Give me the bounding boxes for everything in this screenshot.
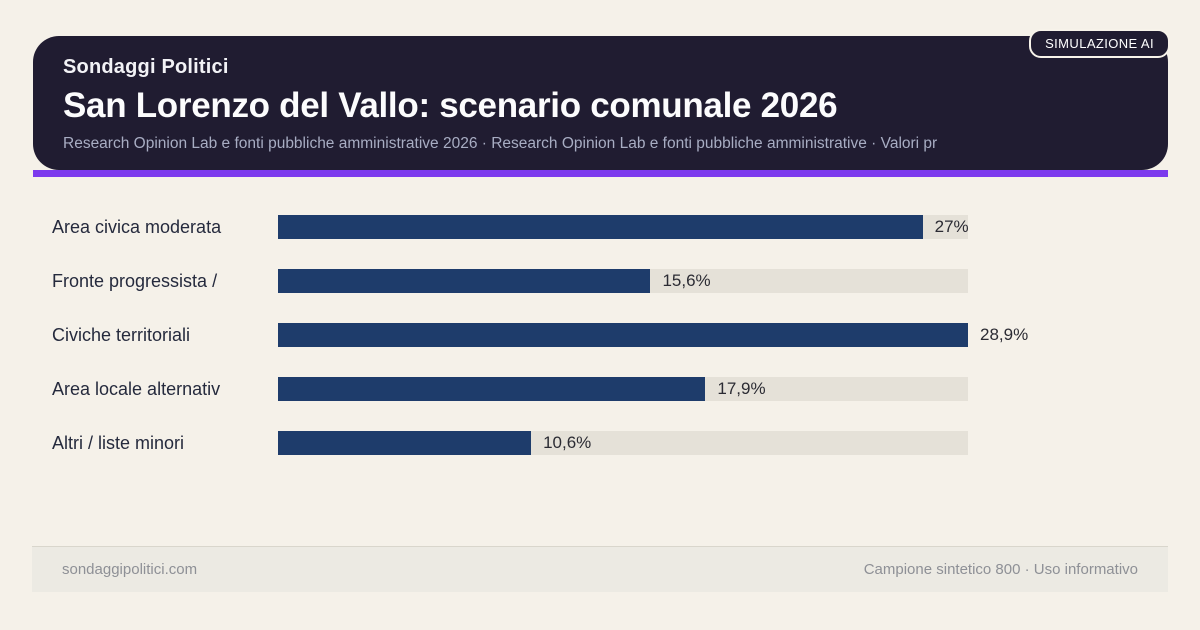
- category-label: Fronte progressista /: [52, 271, 218, 291]
- value-label: 17,9%: [717, 379, 766, 398]
- chart-row: Area locale alternativ 17,9%: [52, 377, 1162, 401]
- chart-row: Altri / liste minori 10,6%: [52, 431, 1162, 455]
- bar-track: [278, 269, 968, 293]
- simulation-badge: SIMULAZIONE AI: [1029, 29, 1170, 58]
- value-label: 27%: [934, 217, 969, 236]
- page-subtitle: Research Opinion Lab e fonti pubbliche a…: [63, 135, 938, 152]
- chart-row: Fronte progressista / 15,6%: [52, 269, 1162, 293]
- footer-site: sondaggipolitici.com: [62, 561, 198, 578]
- bar: [278, 215, 923, 239]
- value-label: 15,6%: [662, 271, 711, 290]
- bar-track: [278, 431, 968, 455]
- bar-track: [278, 215, 968, 239]
- bar-track: [278, 377, 968, 401]
- brand-kicker: Sondaggi Politici: [63, 56, 229, 78]
- footer: sondaggipolitici.com Campione sintetico …: [32, 546, 1168, 592]
- bar: [278, 323, 968, 347]
- footer-note: Campione sintetico 800 · Uso informativo: [863, 561, 1138, 578]
- bar: [278, 431, 532, 455]
- chart-row: Civiche territoriali 28,9%: [52, 323, 1162, 347]
- category-label: Area locale alternativ: [52, 379, 221, 399]
- bar: [278, 269, 651, 293]
- header-card: Sondaggi Politici San Lorenzo del Vallo:…: [33, 36, 1168, 170]
- category-label: Civiche territoriali: [52, 325, 191, 345]
- bar-chart: Area civica moderata 27% Fronte progressis…: [52, 215, 1162, 485]
- chart-rows: Area civica moderata 27% Fronte progressis…: [52, 215, 1162, 455]
- bar: [278, 377, 706, 401]
- bar-track: [278, 323, 968, 347]
- category-label: Area civica moderata: [52, 217, 222, 237]
- value-label: 28,9%: [980, 325, 1029, 344]
- chart-row: Area civica moderata 27%: [52, 215, 1162, 239]
- value-label: 10,6%: [543, 433, 592, 452]
- page-title: San Lorenzo del Vallo: scenario comunale…: [63, 86, 838, 125]
- accent-bar: [33, 170, 1168, 177]
- category-label: Altri / liste minori: [52, 433, 185, 453]
